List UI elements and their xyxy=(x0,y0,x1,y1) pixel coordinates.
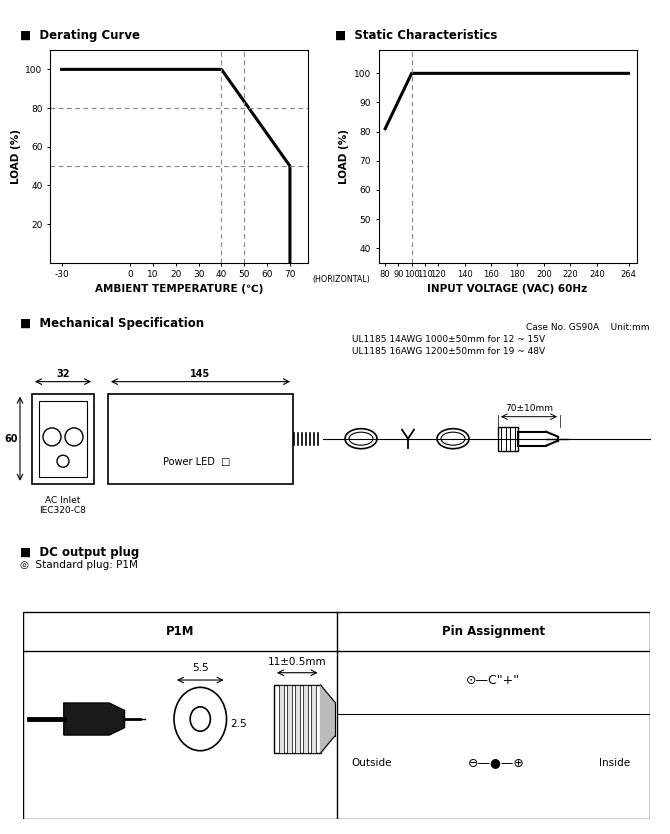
Text: ■  DC output plug: ■ DC output plug xyxy=(20,546,139,560)
Bar xyxy=(498,427,518,450)
Ellipse shape xyxy=(441,432,465,445)
Text: 32: 32 xyxy=(56,369,70,379)
X-axis label: INPUT VOLTAGE (VAC) 60Hz: INPUT VOLTAGE (VAC) 60Hz xyxy=(427,284,588,294)
Bar xyxy=(274,685,320,753)
Bar xyxy=(279,685,284,753)
Polygon shape xyxy=(320,685,334,753)
Circle shape xyxy=(43,428,61,446)
Text: 70±10mm: 70±10mm xyxy=(505,404,553,413)
Text: ⊖—●—⊕: ⊖—●—⊕ xyxy=(468,756,525,770)
Text: Pin Assignment: Pin Assignment xyxy=(442,625,545,638)
Ellipse shape xyxy=(349,432,373,445)
Text: ■  Derating Curve: ■ Derating Curve xyxy=(20,29,140,43)
Text: Outside: Outside xyxy=(352,758,393,768)
Text: 11±0.5mm: 11±0.5mm xyxy=(268,656,326,666)
X-axis label: AMBIENT TEMPERATURE (℃): AMBIENT TEMPERATURE (℃) xyxy=(95,284,263,294)
Text: ■  Static Characteristics: ■ Static Characteristics xyxy=(335,29,497,43)
Circle shape xyxy=(57,455,69,467)
Bar xyxy=(39,400,87,477)
Text: ◎  Standard plug: P1M: ◎ Standard plug: P1M xyxy=(20,560,138,570)
Text: 2.5: 2.5 xyxy=(230,719,247,729)
Bar xyxy=(312,685,316,753)
Text: AC Inlet: AC Inlet xyxy=(46,495,80,505)
Text: 145: 145 xyxy=(190,369,210,379)
Text: ⊙—C"+": ⊙—C"+" xyxy=(466,674,521,686)
Bar xyxy=(295,685,300,753)
Ellipse shape xyxy=(437,429,469,449)
Text: ■  Mechanical Specification: ■ Mechanical Specification xyxy=(20,317,204,330)
Ellipse shape xyxy=(345,429,377,449)
Polygon shape xyxy=(64,703,125,735)
Text: 5.5: 5.5 xyxy=(192,663,208,673)
Y-axis label: LOAD (%): LOAD (%) xyxy=(11,129,21,183)
Circle shape xyxy=(190,707,210,731)
Text: 60: 60 xyxy=(5,434,18,444)
Text: P1M: P1M xyxy=(165,625,194,638)
Bar xyxy=(32,394,94,484)
Bar xyxy=(287,685,292,753)
Text: IEC320-C8: IEC320-C8 xyxy=(40,505,86,515)
Text: UL1185 14AWG 1000±50mm for 12 ~ 15V: UL1185 14AWG 1000±50mm for 12 ~ 15V xyxy=(352,335,545,344)
Y-axis label: LOAD (%): LOAD (%) xyxy=(340,129,350,183)
Text: Inside: Inside xyxy=(598,758,630,768)
Bar xyxy=(108,394,293,484)
Bar xyxy=(23,612,650,819)
Text: Case No. GS90A    Unit:mm: Case No. GS90A Unit:mm xyxy=(527,323,650,332)
Circle shape xyxy=(65,428,83,446)
Text: UL1185 16AWG 1200±50mm for 19 ~ 48V: UL1185 16AWG 1200±50mm for 19 ~ 48V xyxy=(352,347,545,356)
Text: Power LED  □: Power LED □ xyxy=(163,457,230,467)
Text: (HORIZONTAL): (HORIZONTAL) xyxy=(312,275,370,284)
Bar xyxy=(304,685,308,753)
Circle shape xyxy=(174,687,226,751)
